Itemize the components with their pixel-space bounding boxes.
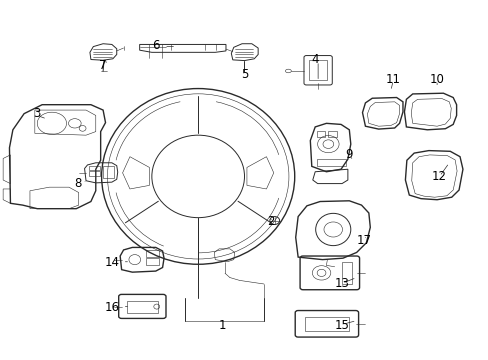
Text: 15: 15 <box>334 319 349 332</box>
Text: 17: 17 <box>356 234 371 247</box>
Text: 10: 10 <box>429 73 444 86</box>
Bar <box>89 166 100 170</box>
Bar <box>89 171 100 176</box>
Text: 2: 2 <box>267 215 275 228</box>
Text: 3: 3 <box>34 107 41 120</box>
Bar <box>146 250 158 257</box>
Text: 1: 1 <box>218 319 226 332</box>
Text: 13: 13 <box>334 278 349 291</box>
Text: 6: 6 <box>152 39 159 52</box>
Bar <box>146 258 158 265</box>
Text: 8: 8 <box>74 177 81 190</box>
Text: 9: 9 <box>345 148 352 161</box>
Text: 14: 14 <box>104 256 119 269</box>
Bar <box>309 60 326 80</box>
Text: 12: 12 <box>431 170 446 183</box>
Bar <box>316 131 325 137</box>
Text: 7: 7 <box>99 59 106 72</box>
Bar <box>341 262 351 284</box>
Bar <box>103 166 114 178</box>
Bar <box>127 301 158 313</box>
Text: 16: 16 <box>104 301 119 314</box>
Text: 4: 4 <box>311 53 318 66</box>
Text: 5: 5 <box>240 68 248 81</box>
Bar <box>305 317 348 331</box>
Text: 11: 11 <box>385 73 400 86</box>
Bar <box>328 131 336 137</box>
Bar <box>316 159 345 166</box>
